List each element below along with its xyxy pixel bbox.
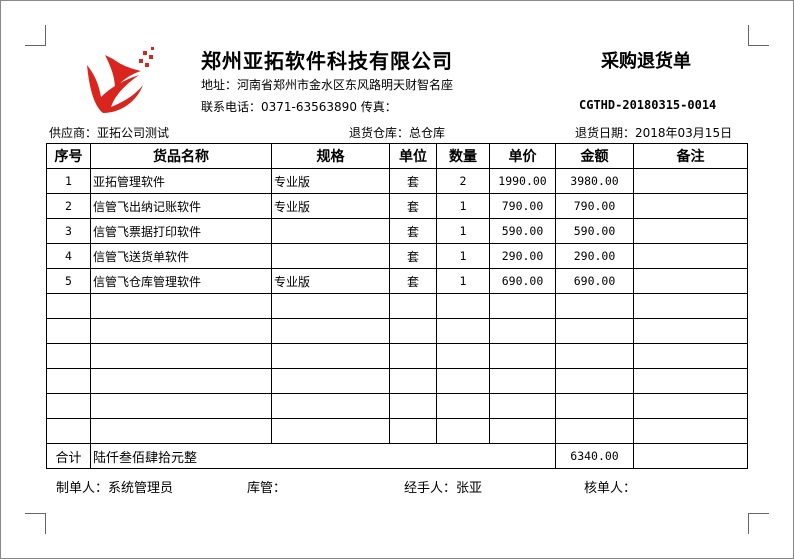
table-cell: 信管飞出纳记账软件 [90, 193, 272, 219]
table-cell [633, 168, 748, 194]
table-cell: 5 [46, 268, 91, 294]
empty-row [46, 318, 748, 344]
empty-row [46, 293, 748, 319]
keeper: 库管： [247, 481, 287, 496]
total-words: 陆仟叁佰肆拾元整 [90, 443, 556, 469]
table-cell: 290.00 [489, 243, 556, 269]
column-header: 单价 [489, 143, 556, 169]
column-header: 序号 [46, 143, 91, 169]
crop-mark [748, 25, 769, 46]
total-row: 合计 陆仟叁佰肆拾元整 6340.00 [46, 443, 748, 469]
table-cell: 套 [389, 218, 437, 244]
table-cell: 信管飞送货单软件 [90, 243, 272, 269]
table-cell: 套 [389, 243, 437, 269]
table-cell: 790.00 [555, 193, 634, 219]
column-header: 货品名称 [90, 143, 272, 169]
table-cell: 套 [389, 168, 437, 194]
table-cell: 套 [389, 268, 437, 294]
company-contact: 联系电话：0371-63563890 传真： [201, 100, 397, 114]
table-cell: 1 [436, 218, 490, 244]
empty-row [46, 343, 748, 369]
column-header: 金额 [555, 143, 634, 169]
maker: 制单人：系统管理员 [56, 481, 174, 496]
checker: 核单人： [584, 481, 637, 496]
table-cell [633, 243, 748, 269]
total-amount: 6340.00 [555, 443, 634, 469]
table-cell [633, 268, 748, 294]
table-cell: 4 [46, 243, 91, 269]
total-label: 合计 [46, 443, 91, 469]
table-cell: 690.00 [555, 268, 634, 294]
column-header: 单位 [389, 143, 437, 169]
table-cell: 290.00 [555, 243, 634, 269]
table-cell: 690.00 [489, 268, 556, 294]
table-cell: 1 [436, 268, 490, 294]
items-table: 序号 货品名称 规格 单位 数量 单价 金额 备注 1 亚拓管理软件 专业版套 2 1990.00 39… [46, 143, 748, 469]
document-number: CGTHD-20180315-0014 [579, 98, 717, 112]
table-cell: 专业版 [271, 268, 390, 294]
crop-mark [25, 513, 46, 534]
return-date: 退货日期：2018年03月15日 [575, 126, 733, 140]
handler: 经手人：张亚 [404, 481, 483, 496]
crop-mark [25, 25, 46, 46]
table-cell: 亚拓管理软件 [90, 168, 272, 194]
table-cell: 1 [436, 193, 490, 219]
column-header: 备注 [633, 143, 748, 169]
table-cell: 3980.00 [555, 168, 634, 194]
table-row: 4 信管飞送货单软件套 1 290.00 290.00 [46, 243, 748, 269]
table-cell: 590.00 [555, 218, 634, 244]
table-cell [633, 218, 748, 244]
table-cell: 信管飞仓库管理软件 [90, 268, 272, 294]
table-cell: 1990.00 [489, 168, 556, 194]
supplier: 供应商：亚拓公司测试 [49, 126, 170, 140]
empty-row [46, 393, 748, 419]
table-cell [271, 218, 390, 244]
company-name: 郑州亚拓软件科技有限公司 [201, 49, 453, 73]
table-cell [633, 193, 748, 219]
table-cell: 790.00 [489, 193, 556, 219]
table-cell [271, 243, 390, 269]
table-cell: 套 [389, 193, 437, 219]
table-cell: 590.00 [489, 218, 556, 244]
return-warehouse: 退货仓库：总仓库 [349, 126, 446, 140]
table-cell: 专业版 [271, 193, 390, 219]
table-row: 3 信管飞票据打印软件套 1 590.00 590.00 [46, 218, 748, 244]
company-address: 地址：河南省郑州市金水区东风路明天财智名座 [201, 78, 454, 92]
table-row: 1 亚拓管理软件 专业版套 2 1990.00 3980.00 [46, 168, 748, 194]
column-header: 数量 [436, 143, 490, 169]
table-cell: 2 [46, 193, 91, 219]
crop-mark [748, 513, 769, 534]
empty-row [46, 368, 748, 394]
column-header: 规格 [271, 143, 390, 169]
table-cell: 信管飞票据打印软件 [90, 218, 272, 244]
table-cell: 2 [436, 168, 490, 194]
table-row: 5 信管飞仓库管理软件 专业版套 1 690.00 690.00 [46, 268, 748, 294]
table-row: 2 信管飞出纳记账软件 专业版套 1 790.00 790.00 [46, 193, 748, 219]
document-title: 采购退货单 [601, 51, 691, 72]
table-cell: 专业版 [271, 168, 390, 194]
empty-row [46, 418, 748, 444]
table-cell: 3 [46, 218, 91, 244]
company-logo [87, 47, 154, 113]
table-cell: 1 [46, 168, 91, 194]
table-cell: 1 [436, 243, 490, 269]
